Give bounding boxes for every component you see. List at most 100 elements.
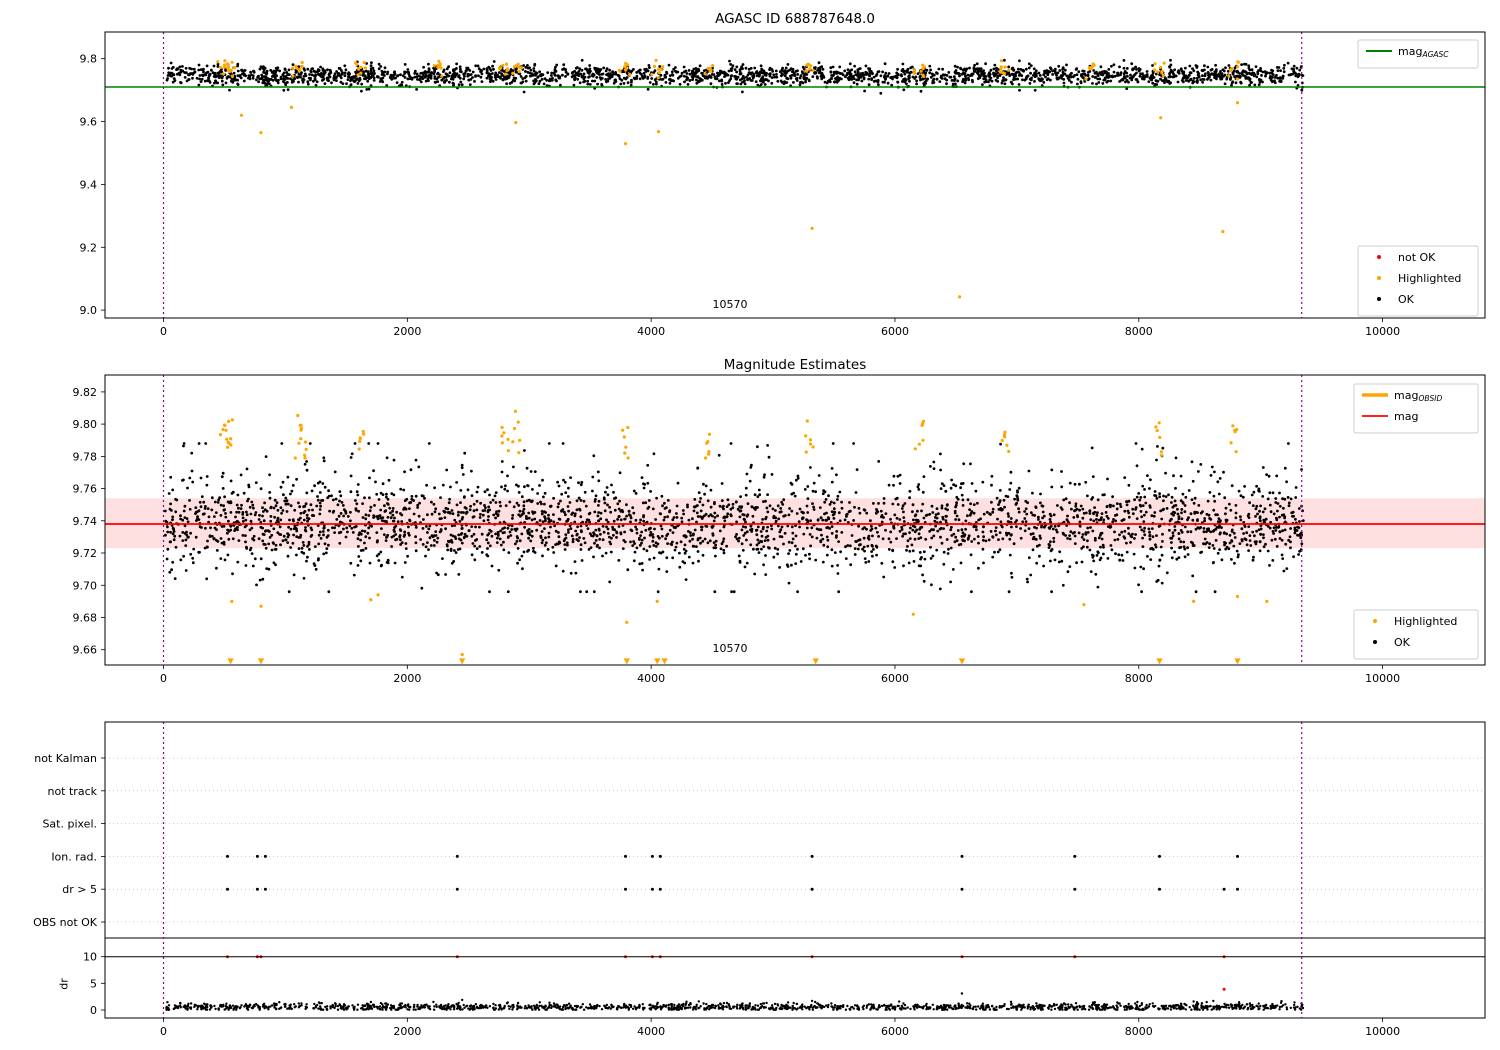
data-point	[354, 70, 357, 74]
data-point	[529, 74, 532, 78]
data-point	[1272, 532, 1275, 535]
data-point	[884, 528, 887, 532]
data-point	[1088, 509, 1092, 513]
data-point	[567, 509, 570, 513]
data-point	[221, 72, 225, 76]
data-point	[919, 564, 923, 568]
data-point	[1202, 542, 1205, 546]
data-point	[743, 518, 746, 521]
data-point	[722, 551, 726, 555]
data-point	[1189, 78, 1192, 81]
data-point	[870, 527, 874, 531]
data-point	[820, 77, 824, 81]
data-point	[368, 76, 372, 79]
data-point	[796, 73, 800, 76]
data-point	[400, 541, 404, 545]
data-point	[228, 501, 231, 505]
data-point	[388, 506, 392, 510]
data-point	[216, 65, 220, 68]
data-point	[722, 537, 726, 541]
data-point	[708, 66, 712, 71]
data-point	[593, 510, 597, 514]
data-point	[310, 528, 314, 532]
data-point	[620, 509, 624, 513]
data-point	[647, 64, 651, 67]
data-point	[447, 501, 451, 505]
data-point	[1033, 525, 1036, 529]
data-point	[1141, 484, 1145, 488]
data-point	[351, 531, 355, 534]
data-point	[588, 511, 592, 515]
data-point	[610, 536, 613, 540]
data-point	[170, 568, 174, 572]
data-point	[171, 518, 174, 522]
data-point	[1131, 507, 1135, 511]
data-point	[1154, 543, 1157, 547]
data-point	[902, 78, 905, 81]
data-point	[483, 490, 487, 494]
data-point	[1287, 442, 1290, 445]
data-point	[917, 537, 921, 540]
data-point	[433, 75, 437, 78]
data-point	[1298, 520, 1301, 523]
data-point	[939, 487, 943, 490]
data-point	[1171, 534, 1175, 538]
data-point	[929, 75, 933, 79]
data-point	[523, 525, 526, 529]
data-point	[257, 518, 261, 521]
data-point	[1101, 493, 1105, 497]
data-point	[779, 507, 783, 510]
data-point	[354, 507, 358, 511]
data-point	[735, 537, 739, 541]
legend-label: not OK	[1398, 251, 1436, 264]
data-point	[1191, 518, 1195, 522]
data-point	[813, 66, 816, 70]
data-point	[1085, 545, 1089, 549]
data-point	[1013, 497, 1016, 501]
data-point	[337, 514, 341, 518]
data-point	[1075, 73, 1079, 77]
data-point	[1283, 528, 1287, 532]
data-point	[1007, 65, 1011, 69]
data-point	[727, 69, 731, 73]
data-point	[627, 69, 631, 72]
data-point	[1288, 535, 1292, 539]
data-point	[278, 69, 281, 73]
data-point	[1195, 80, 1198, 83]
data-point	[941, 73, 945, 77]
data-point	[766, 538, 770, 542]
data-point	[1081, 507, 1085, 511]
data-point	[797, 520, 801, 524]
data-point	[1102, 552, 1105, 556]
data-point	[372, 69, 376, 73]
data-point	[981, 83, 984, 86]
data-point	[1038, 520, 1042, 524]
data-point	[683, 80, 686, 84]
data-point	[613, 508, 617, 512]
data-point	[709, 82, 713, 86]
data-point	[200, 495, 204, 498]
data-point	[617, 507, 621, 511]
data-point	[168, 507, 172, 511]
data-point	[519, 514, 522, 518]
data-point	[560, 492, 564, 496]
data-point	[234, 515, 237, 519]
data-point	[1251, 558, 1255, 562]
data-point	[399, 538, 402, 542]
data-point	[629, 528, 633, 532]
data-point	[492, 513, 496, 517]
data-point	[1243, 485, 1246, 488]
data-point	[369, 64, 373, 68]
data-point	[828, 80, 832, 84]
data-point	[749, 466, 753, 469]
data-point	[552, 520, 556, 524]
data-point	[1190, 498, 1194, 501]
data-point	[816, 518, 820, 522]
data-point	[271, 71, 275, 74]
data-point	[942, 550, 946, 554]
data-point	[200, 77, 204, 81]
data-point	[921, 573, 924, 577]
data-point	[920, 509, 923, 513]
data-point	[743, 565, 747, 569]
data-point	[1192, 76, 1196, 80]
